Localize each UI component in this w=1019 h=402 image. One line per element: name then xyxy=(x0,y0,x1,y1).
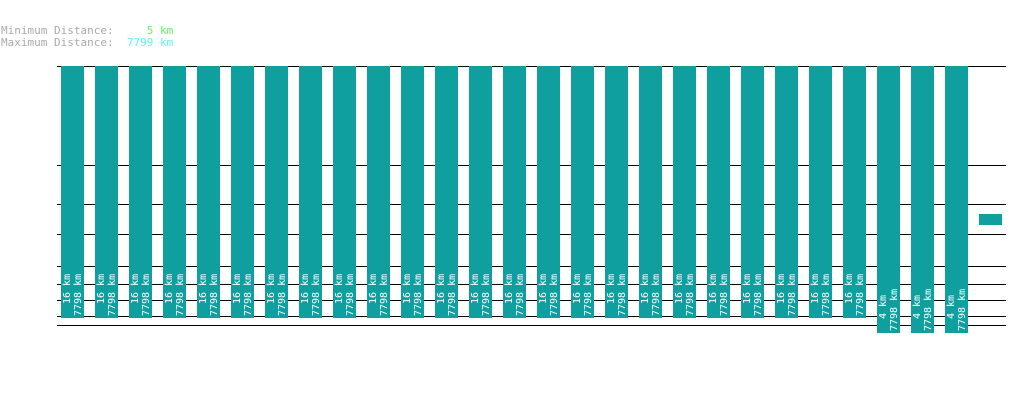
legend-row-maximum: Maximum Distance: 7799 km xyxy=(1,37,173,49)
bar-min-label: 16 km xyxy=(776,274,787,304)
bar xyxy=(197,66,220,318)
chart-legend: Minimum Distance: 5 km Maximum Distance:… xyxy=(1,25,173,49)
bar xyxy=(95,66,118,318)
bar-max-label: 7798 km xyxy=(175,274,186,316)
bar-min-label: 16 km xyxy=(402,274,413,304)
bar-max-label: 7798 km xyxy=(889,289,900,331)
bar xyxy=(673,66,696,318)
bar xyxy=(707,66,730,318)
bar-min-label: 16 km xyxy=(572,274,583,304)
bar-max-label: 7798 km xyxy=(549,274,560,316)
bar-max-label: 7798 km xyxy=(515,274,526,316)
bar-max-label: 7798 km xyxy=(141,274,152,316)
bar xyxy=(265,66,288,318)
legend-max-value: 7799 km xyxy=(126,36,174,49)
bar xyxy=(571,66,594,318)
bar-max-label: 7798 km xyxy=(719,274,730,316)
bar-min-label: 16 km xyxy=(164,274,175,304)
bar-min-label: 4 km xyxy=(946,295,957,319)
bar-min-label: 16 km xyxy=(62,274,73,304)
bar-min-label: 16 km xyxy=(130,274,141,304)
bar xyxy=(537,66,560,318)
bar xyxy=(163,66,186,318)
bar xyxy=(877,66,900,333)
bar xyxy=(639,66,662,318)
bar xyxy=(945,66,968,333)
bar-max-label: 7798 km xyxy=(73,274,84,316)
bar-max-label: 7798 km xyxy=(787,274,798,316)
bar-tick xyxy=(985,211,990,214)
bar-min-label: 16 km xyxy=(368,274,379,304)
bar-min-label: 16 km xyxy=(538,274,549,304)
bar-max-label: 7798 km xyxy=(821,274,832,316)
bar-min-label: 16 km xyxy=(810,274,821,304)
bar-min-label: 16 km xyxy=(844,274,855,304)
bar-min-label: 4 km xyxy=(878,295,889,319)
bar xyxy=(61,66,84,318)
bar xyxy=(911,66,934,333)
bar-min-label: 16 km xyxy=(96,274,107,304)
bar-min-label: 16 km xyxy=(640,274,651,304)
bar-max-label: 7798 km xyxy=(855,274,866,316)
bar-max-label: 7798 km xyxy=(583,274,594,316)
bar xyxy=(843,66,866,318)
bar-min-label: 16 km xyxy=(470,274,481,304)
bar-max-label: 7798 km xyxy=(957,289,968,331)
legend-max-label: Maximum Distance: xyxy=(1,36,114,49)
bar-max-label: 7798 km xyxy=(413,274,424,316)
bar-min-label: 16 km xyxy=(198,274,209,304)
bar xyxy=(367,66,390,318)
bar-max-label: 7798 km xyxy=(379,274,390,316)
bar-min-label: 16 km xyxy=(742,274,753,304)
bar xyxy=(333,66,356,318)
bar xyxy=(741,66,764,318)
bar xyxy=(469,66,492,318)
bar-min-label: 16 km xyxy=(674,274,685,304)
bar xyxy=(299,66,322,318)
bar-max-label: 7798 km xyxy=(753,274,764,316)
bar-min-label: 16 km xyxy=(232,274,243,304)
bar-max-label: 7798 km xyxy=(685,274,696,316)
bar-min-label: 16 km xyxy=(266,274,277,304)
bar-max-label: 7798 km xyxy=(209,274,220,316)
bar-min-label: 16 km xyxy=(504,274,515,304)
bar-max-label: 7798 km xyxy=(481,274,492,316)
bar xyxy=(435,66,458,318)
bar xyxy=(809,66,832,318)
bar-max-label: 7798 km xyxy=(277,274,288,316)
bar-max-label: 7798 km xyxy=(447,274,458,316)
bar xyxy=(401,66,424,318)
bar-max-label: 7798 km xyxy=(107,274,118,316)
bar xyxy=(129,66,152,318)
bar-segment xyxy=(979,214,1002,225)
bar xyxy=(503,66,526,318)
legend-min-value: 5 km xyxy=(146,24,174,37)
bar-max-label: 7798 km xyxy=(311,274,322,316)
bar-min-label: 4 km xyxy=(912,295,923,319)
bar-max-label: 7798 km xyxy=(923,289,934,331)
bar-min-label: 16 km xyxy=(606,274,617,304)
bar-max-label: 7798 km xyxy=(651,274,662,316)
bar-min-label: 16 km xyxy=(708,274,719,304)
bar-max-label: 7798 km xyxy=(345,274,356,316)
bar xyxy=(605,66,628,318)
bar-max-label: 7798 km xyxy=(617,274,628,316)
bar-min-label: 16 km xyxy=(300,274,311,304)
bar-min-label: 16 km xyxy=(334,274,345,304)
bar xyxy=(775,66,798,318)
legend-row-minimum: Minimum Distance: 5 km xyxy=(1,25,173,37)
legend-min-label: Minimum Distance: xyxy=(1,24,114,37)
bar-max-label: 7798 km xyxy=(243,274,254,316)
bar-min-label: 16 km xyxy=(436,274,447,304)
bar xyxy=(231,66,254,318)
